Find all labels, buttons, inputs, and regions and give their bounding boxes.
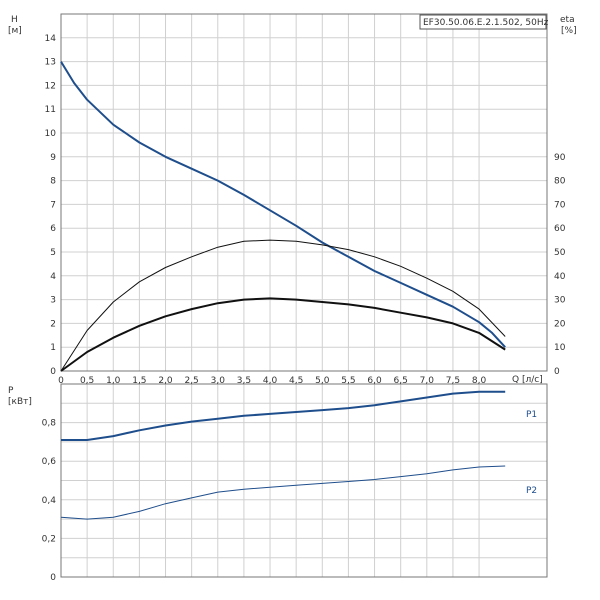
p-tick-label: 0,8 xyxy=(42,419,57,429)
x-tick-label: 2,0 xyxy=(158,376,173,386)
x-tick-label: 2,5 xyxy=(184,376,198,386)
y-right-tick-label: 80 xyxy=(554,177,566,187)
bottom-chart-series xyxy=(60,390,506,520)
top-chart-series xyxy=(60,61,506,372)
p2-power-curve xyxy=(60,465,506,520)
x-tick-label: 3,5 xyxy=(237,376,251,386)
x-tick-label: 1,0 xyxy=(106,376,121,386)
x-tick-label: 7,5 xyxy=(446,376,460,386)
x-tick-label: 3,0 xyxy=(211,376,226,386)
top-chart-frame xyxy=(60,13,548,372)
y-right-tick-label: 90 xyxy=(554,153,566,163)
y-left-tick-label: 10 xyxy=(45,129,57,139)
x-tick-label: 8,0 xyxy=(472,376,487,386)
series-label-p2: P2 xyxy=(526,486,537,496)
y-left-tick-label: 9 xyxy=(50,153,56,163)
y-left-tick-label: 5 xyxy=(50,248,56,258)
x-tick-label: 5,5 xyxy=(341,376,355,386)
y-left-label-unit: [м] xyxy=(8,26,22,36)
y-left-tick-label: 2 xyxy=(50,319,56,329)
p-axis-label-name: P xyxy=(8,386,14,396)
p-axis-label-unit: [кВт] xyxy=(8,397,32,407)
y-right-tick-label: 30 xyxy=(554,296,566,306)
x-tick-label: 0 xyxy=(58,376,64,386)
x-tick-label: 4,5 xyxy=(289,376,303,386)
y-right-tick-label: 40 xyxy=(554,272,566,282)
bottom-chart-frame xyxy=(60,383,548,578)
y-left-tick-label: 1 xyxy=(50,343,56,353)
y-left-tick-label: 0 xyxy=(50,367,56,377)
p-tick-label: 0,2 xyxy=(42,534,56,544)
y-right-tick-label: 10 xyxy=(554,343,566,353)
x-tick-label: 6,0 xyxy=(367,376,382,386)
y-left-tick-label: 7 xyxy=(50,200,56,210)
y-right-label-name: eta xyxy=(560,15,575,25)
p1-power-curve xyxy=(61,390,506,441)
chart-title: EF30.50.06.E.2.1.502, 50Hz xyxy=(423,18,549,28)
y-right-label-unit: [%] xyxy=(561,26,577,36)
y-right-tick-label: 70 xyxy=(554,200,566,210)
y-left-tick-label: 13 xyxy=(45,58,56,68)
x-tick-label: 6,5 xyxy=(394,376,408,386)
x-tick-label: 1,5 xyxy=(132,376,146,386)
p-tick-label: 0,6 xyxy=(42,457,57,467)
p-tick-label: 0 xyxy=(50,573,56,583)
y-right-tick-label: 0 xyxy=(554,367,560,377)
y-left-tick-label: 12 xyxy=(45,81,56,91)
title-box xyxy=(419,14,547,30)
bottom-chart-grid xyxy=(60,383,547,577)
head-curve xyxy=(60,61,506,348)
y-right-tick-label: 50 xyxy=(554,248,566,258)
top-chart-grid xyxy=(60,14,547,372)
x-tick-label: 0,5 xyxy=(80,376,94,386)
x-tick-label: 4,0 xyxy=(263,376,278,386)
y-left-tick-label: 8 xyxy=(50,177,56,187)
y-left-tick-label: 11 xyxy=(45,105,56,115)
efficiency-curve-2 xyxy=(60,297,506,372)
x-tick-label: 7,0 xyxy=(420,376,435,386)
y-right-tick-label: 20 xyxy=(554,319,566,329)
y-left-tick-label: 14 xyxy=(45,34,57,44)
x-axis-label: Q [л/с] xyxy=(512,375,543,385)
y-left-tick-label: 3 xyxy=(50,296,56,306)
p-tick-label: 0,4 xyxy=(42,496,57,506)
series-label-p1: P1 xyxy=(526,410,537,420)
tick-labels: 0 0,5 1,0 1,5 2,0 2,5 3,0 3,5 4,0 4,5 5,0 5,5 6,0 6,5… xyxy=(42,34,566,583)
x-tick-label: 5,0 xyxy=(315,376,330,386)
y-left-tick-label: 4 xyxy=(50,272,56,282)
y-right-tick-label: 60 xyxy=(554,224,566,234)
y-left-tick-label: 6 xyxy=(50,224,56,234)
y-left-label-name: H xyxy=(11,15,18,25)
efficiency-curve-1 xyxy=(60,239,506,372)
